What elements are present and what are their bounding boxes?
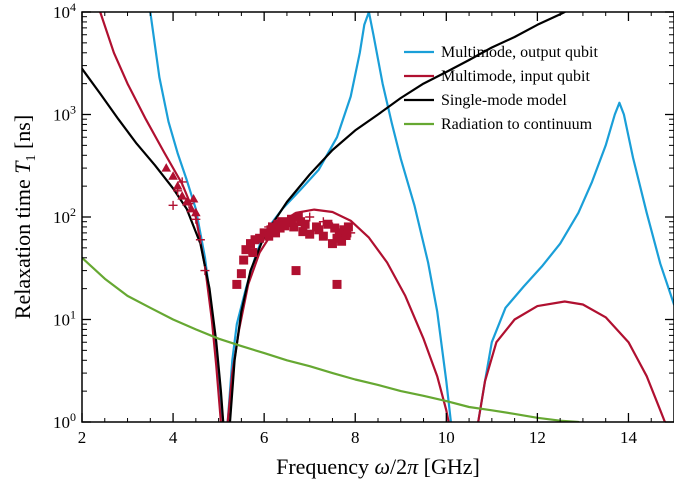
legend-label-multimode-output-qubit: Multimode, output qubit bbox=[441, 44, 598, 61]
axis-ticks: 2 4 6 8 10 12 14 100 101 102 103 104 bbox=[53, 0, 674, 447]
data-point-triangle bbox=[191, 207, 201, 217]
data-point-square bbox=[305, 229, 315, 239]
data-point-square bbox=[245, 239, 255, 249]
x-tick-label: 4 bbox=[169, 428, 178, 447]
x-tick-label: 2 bbox=[78, 428, 87, 447]
data-point-plus bbox=[200, 266, 210, 276]
data-point-square bbox=[259, 228, 269, 238]
data-point-square bbox=[250, 235, 260, 245]
data-point-plus bbox=[184, 199, 194, 209]
y-tick-label: 101 bbox=[53, 308, 76, 330]
data-point-square bbox=[341, 230, 351, 240]
x-tick-label: 14 bbox=[620, 428, 638, 447]
data-point-plus bbox=[177, 177, 187, 187]
data-point-plus bbox=[305, 212, 315, 222]
data-point-square bbox=[264, 231, 274, 241]
data-point-square bbox=[248, 248, 258, 258]
data-point-plus bbox=[191, 214, 201, 224]
data-point-square bbox=[275, 223, 285, 233]
data-point-square bbox=[318, 231, 328, 241]
data-point-square bbox=[330, 223, 340, 233]
data-point-square bbox=[332, 233, 342, 243]
series-line-single-mode-model-2 bbox=[228, 12, 566, 422]
data-point-square bbox=[314, 225, 324, 235]
data-point-square bbox=[339, 225, 349, 235]
x-tick-label: 10 bbox=[438, 428, 455, 447]
data-point-square bbox=[327, 239, 337, 249]
measured-points bbox=[161, 163, 356, 289]
series-curves bbox=[82, 12, 674, 422]
data-point-plus bbox=[195, 235, 205, 245]
data-point-square bbox=[291, 266, 301, 276]
x-tick-label: 12 bbox=[529, 428, 546, 447]
data-point-square bbox=[236, 269, 246, 279]
data-point-square bbox=[286, 214, 296, 224]
data-point-square bbox=[271, 228, 281, 238]
data-point-square bbox=[268, 222, 278, 232]
data-point-square bbox=[255, 233, 265, 243]
series-line-multimode-output-qubit-2 bbox=[226, 12, 452, 422]
series-line-multimode-input-qubit-1 bbox=[99, 12, 222, 422]
data-point-square bbox=[337, 236, 347, 246]
legend-label-multimode-input-qubit: Multimode, input qubit bbox=[441, 68, 590, 85]
series-line-multimode-output-qubit-1 bbox=[149, 12, 225, 422]
data-point-triangle bbox=[161, 163, 172, 172]
data-point-square bbox=[239, 255, 249, 265]
data-point-triangle bbox=[168, 171, 178, 180]
data-point-square bbox=[300, 219, 310, 229]
legend-label-radiation-to-continuum: Radiation to continuum bbox=[441, 116, 593, 133]
series-line-multimode-output-qubit-3 bbox=[477, 101, 674, 422]
data-point-plus bbox=[173, 186, 183, 196]
data-point-square bbox=[232, 279, 242, 289]
data-point-triangle bbox=[177, 191, 187, 200]
data-point-square bbox=[343, 222, 353, 232]
x-tick-label: 8 bbox=[351, 428, 360, 447]
series-line-multimode-input-qubit-3 bbox=[477, 300, 666, 422]
data-point-triangle bbox=[172, 181, 183, 190]
legend: Multimode, output qubit Multimode, input … bbox=[404, 44, 598, 133]
x-tick-label: 6 bbox=[260, 428, 269, 447]
y-tick-label: 104 bbox=[53, 0, 76, 22]
data-point-triangle bbox=[188, 193, 199, 203]
data-point-triangle bbox=[186, 203, 197, 213]
legend-label-single-mode-model: Single-mode model bbox=[441, 92, 567, 109]
y-tick-label: 102 bbox=[53, 205, 76, 227]
y-axis-title: Relaxation time T1 [ns] bbox=[10, 115, 39, 319]
data-point-square bbox=[334, 228, 344, 238]
data-point-square bbox=[332, 279, 342, 289]
data-point-square bbox=[241, 245, 251, 255]
data-point-square bbox=[296, 217, 306, 227]
data-point-square bbox=[323, 219, 333, 229]
y-tick-label: 103 bbox=[53, 103, 76, 125]
data-point-square bbox=[298, 227, 308, 237]
y-tick-label: 100 bbox=[53, 410, 76, 432]
data-point-plus bbox=[168, 200, 178, 210]
data-point-square bbox=[282, 218, 292, 228]
data-point-square bbox=[289, 222, 299, 232]
series-line-radiation-to-continuum-1 bbox=[82, 256, 580, 422]
x-axis-title: Frequency ω/2π [GHz] bbox=[276, 454, 480, 479]
data-point-square bbox=[293, 212, 303, 222]
